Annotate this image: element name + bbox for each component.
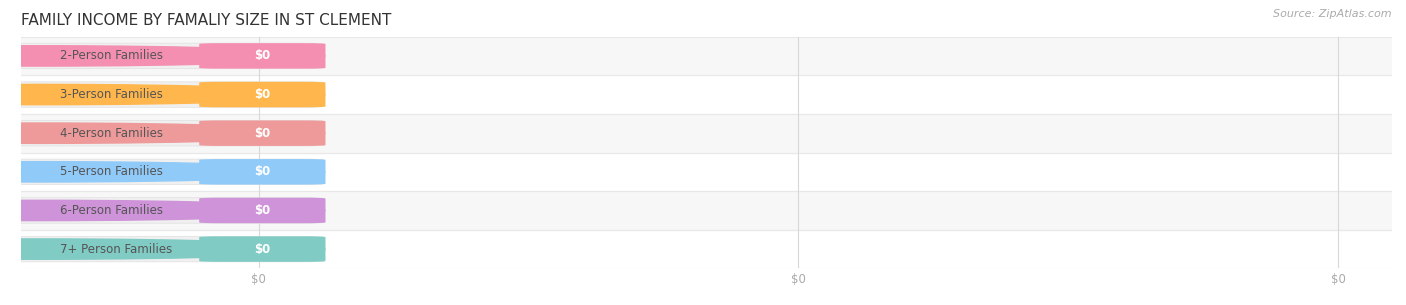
FancyBboxPatch shape xyxy=(200,198,325,223)
FancyBboxPatch shape xyxy=(200,43,325,69)
Bar xyxy=(21,114,1392,152)
Text: 2-Person Families: 2-Person Families xyxy=(60,49,163,63)
Circle shape xyxy=(0,84,325,105)
FancyBboxPatch shape xyxy=(4,43,323,69)
Text: 7+ Person Families: 7+ Person Families xyxy=(60,242,172,256)
Circle shape xyxy=(0,46,325,66)
Text: 6-Person Families: 6-Person Families xyxy=(60,204,163,217)
Circle shape xyxy=(0,239,325,259)
FancyBboxPatch shape xyxy=(200,236,325,262)
FancyBboxPatch shape xyxy=(4,236,323,262)
Bar xyxy=(21,152,1392,191)
FancyBboxPatch shape xyxy=(4,120,323,146)
FancyBboxPatch shape xyxy=(200,82,325,107)
Text: Source: ZipAtlas.com: Source: ZipAtlas.com xyxy=(1274,9,1392,19)
Text: 5-Person Families: 5-Person Families xyxy=(60,165,163,178)
Circle shape xyxy=(0,162,325,182)
Text: $0: $0 xyxy=(254,204,270,217)
Text: 4-Person Families: 4-Person Families xyxy=(60,127,163,140)
Text: $0: $0 xyxy=(254,242,270,256)
Bar xyxy=(21,75,1392,114)
Text: $0: $0 xyxy=(254,49,270,63)
Text: FAMILY INCOME BY FAMALIY SIZE IN ST CLEMENT: FAMILY INCOME BY FAMALIY SIZE IN ST CLEM… xyxy=(21,13,391,28)
Circle shape xyxy=(0,200,325,221)
Text: $0: $0 xyxy=(254,165,270,178)
Bar xyxy=(21,230,1392,268)
Bar xyxy=(21,191,1392,230)
FancyBboxPatch shape xyxy=(4,82,323,107)
FancyBboxPatch shape xyxy=(4,198,323,223)
Text: $0: $0 xyxy=(254,88,270,101)
Text: 3-Person Families: 3-Person Families xyxy=(60,88,163,101)
FancyBboxPatch shape xyxy=(200,159,325,185)
FancyBboxPatch shape xyxy=(200,120,325,146)
Bar xyxy=(21,37,1392,75)
FancyBboxPatch shape xyxy=(4,159,323,185)
Text: $0: $0 xyxy=(254,127,270,140)
Circle shape xyxy=(0,123,325,143)
